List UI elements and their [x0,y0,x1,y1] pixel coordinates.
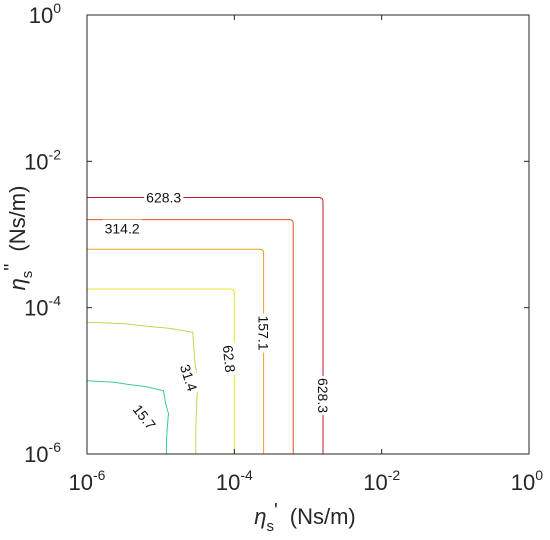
contour-line-15-7 [86,380,170,454]
y-axis-label: ηs" (Ns/m) [1,186,36,291]
y-tick-label-exponent: 0 [53,0,61,16]
plot-frame [86,14,530,455]
y-tick-label: 10-4 [24,293,61,321]
y-axis-label-text: ηs" (Ns/m) [1,186,36,291]
contour-line-628-3 [87,197,324,454]
contour-label-background [314,376,332,416]
x-tick-label-base: 10 [69,470,93,495]
y-tick-label-exponent: -6 [49,439,62,455]
x-axis-label-text: ηs' (Ns/m) [254,500,356,535]
x-tick-label: 100 [511,467,543,495]
y-tick-label-base: 10 [29,3,53,28]
contour-label-text: 314.2 [105,221,140,237]
contour-label-background [254,313,273,353]
contour-label-text: 62.8 [220,344,239,373]
contour-label-628-3-1: 628.3 [144,188,184,207]
contour-line-314-2 [87,219,294,454]
x-tick-label: 10-2 [363,467,400,495]
x-axis-label-subscript: s [266,518,274,535]
x-tick-label: 10-4 [216,467,253,495]
x-axis-label-symbol: η [254,504,266,529]
x-axis-label-units: (Ns/m) [290,504,356,529]
y-axis-label-subscript: s [19,271,36,279]
y-axis-label-mark: " [1,264,23,271]
contour-label-62-8-0: 62.8 [218,342,240,376]
x-tick-label: 10-6 [69,467,106,495]
contour-label-background [218,342,240,376]
x-axis-label: ηs' (Ns/m) [254,500,356,535]
contour-label-314-2-0: 314.2 [102,219,142,238]
y-tick-label-base: 10 [24,296,48,321]
x-axis-label-mark: ' [274,500,278,522]
contour-label-text: 628.3 [146,190,181,206]
x-tick-label-exponent: -6 [93,467,106,483]
y-tick-label: 10-6 [24,439,61,467]
contour-label-text: 157.1 [256,315,272,350]
y-tick-label: 100 [29,0,61,28]
contour-label-background [127,399,162,436]
contour-label-background [175,360,203,396]
x-tick-label-exponent: -2 [388,467,401,483]
y-tick-label-base: 10 [24,149,48,174]
contour-label-157-1-0: 157.1 [254,313,273,353]
x-tick-label-exponent: 0 [535,467,543,483]
plot-area [87,15,529,454]
x-tick-label-base: 10 [511,470,535,495]
contour-label-text: 628.3 [315,378,331,413]
contour-label-628-3-0: 628.3 [314,376,332,416]
y-axis-label-units: (Ns/m) [5,186,30,252]
contour-line-62-8 [87,288,235,454]
contour-label-31-4-0: 31.4 [175,360,203,396]
y-tick-label: 10-2 [24,146,61,174]
y-tick-label-exponent: -4 [49,293,62,309]
x-tick-label-base: 10 [216,470,240,495]
y-axis-label-symbol: η [5,278,30,290]
x-tick-label-base: 10 [363,470,387,495]
y-tick-label-exponent: -2 [49,146,62,162]
contour-label-background [144,188,184,207]
contour-line-31-4 [86,321,199,454]
contour-label-background [102,219,142,238]
contour-line-157-1 [87,248,265,454]
x-tick-label-exponent: -4 [240,467,253,483]
y-tick-label-base: 10 [24,442,48,467]
